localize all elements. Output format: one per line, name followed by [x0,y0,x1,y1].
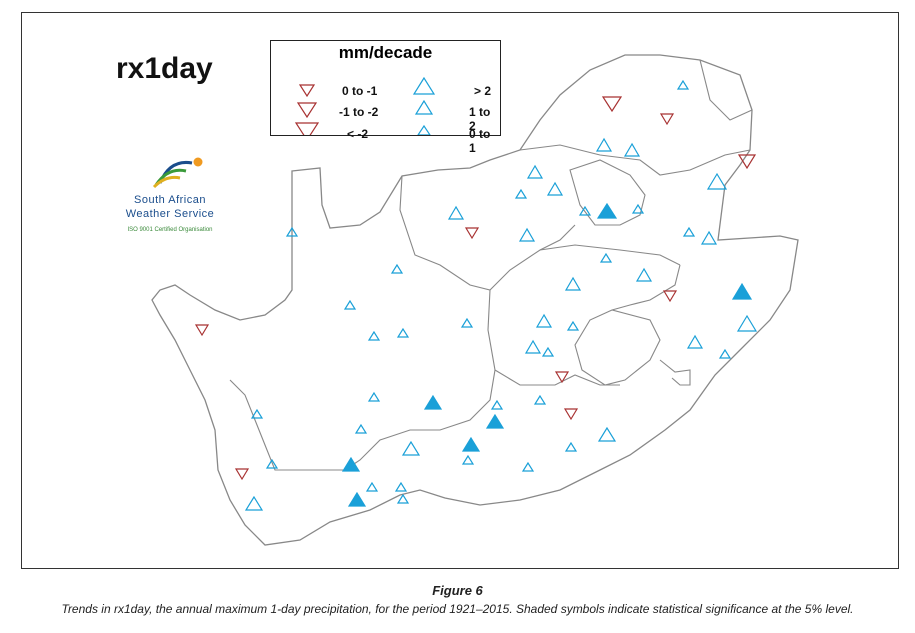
station-up [265,458,279,469]
station-up-significant [341,456,361,472]
legend-label: 1 to 2 [469,105,491,133]
station-markers [244,79,758,511]
station-up [354,423,368,434]
station-up [623,142,641,157]
station-up [394,481,408,492]
legend-title: mm/decade [338,43,433,62]
station-up [250,408,264,419]
station-up [447,205,465,220]
station-up [676,79,690,90]
logo-text-line1: South African [134,194,206,206]
station-up [682,226,696,237]
station-up [396,493,410,504]
saws-emblem-icon [152,157,203,189]
station-up [706,172,728,190]
station-up [396,327,410,338]
province-boundaries [229,59,753,471]
station-down [234,468,250,481]
station-up [700,230,718,245]
station-up [564,441,578,452]
station-up [401,440,421,456]
station-up-significant [347,491,367,507]
legend-symbol-down-medium [296,102,318,119]
station-up-significant [596,202,618,219]
station-up [343,299,357,310]
station-down [601,96,623,113]
station-down [563,408,579,421]
station-up [533,394,547,405]
legend-label: > 2 [474,84,492,98]
station-up [460,317,474,328]
station-up [490,399,504,410]
station-up [595,137,613,152]
station-up [524,339,542,354]
map-title: rx1day [116,52,213,85]
station-up [631,203,645,214]
station-down [659,113,675,126]
station-up [244,495,264,511]
logo-certification: ISO 9001 Certified Organisation [127,227,213,233]
station-up [535,313,553,328]
map-legend: mm/decade 0 to -1 -1 to -2 < -2 > 2 1 to… [270,40,501,155]
station-up [597,426,617,442]
legend-symbol-up-small [417,124,431,135]
station-up-significant [485,413,505,429]
station-down [464,227,480,240]
station-down [737,154,757,170]
station-up [367,391,381,402]
station-up [578,205,592,216]
station-down [662,290,678,303]
figure-number: Figure 6 [432,583,483,598]
station-up [285,226,299,237]
station-up [546,181,564,196]
station-up [526,164,544,179]
station-up [390,263,404,274]
station-up [367,330,381,341]
station-up [518,227,536,242]
legend-label: 0 to -1 [342,84,378,98]
station-up [514,188,528,199]
station-up [521,461,535,472]
legend-symbol-up-medium [414,99,434,115]
legend-label: < -2 [347,127,369,141]
station-markers-negative [194,96,757,481]
station-up [564,276,582,291]
legend-label: -1 to -2 [339,105,379,119]
station-up [686,334,704,349]
station-up [541,346,555,357]
saws-logo: South African Weather Service ISO 9001 C… [120,145,220,235]
map-canvas [151,54,799,546]
station-up-significant [423,394,443,410]
station-down [554,371,570,384]
figure-caption: Trends in rx1day, the annual maximum 1-d… [61,602,854,616]
station-up [718,348,732,359]
station-up [736,314,758,332]
legend-label: 0 to 1 [469,127,491,155]
station-up-significant [461,436,481,452]
station-up-significant [731,282,753,300]
station-up [599,252,613,263]
legend-symbol-up-large [412,76,436,95]
legend-symbol-down-large [294,122,320,135]
station-up [635,267,653,282]
legend-symbols [294,76,436,135]
legend-symbol-down-small [298,84,316,98]
station-up [566,320,580,331]
station-down [194,324,210,337]
station-up [365,481,379,492]
station-up [461,454,475,465]
logo-text-line2: Weather Service [125,208,215,220]
